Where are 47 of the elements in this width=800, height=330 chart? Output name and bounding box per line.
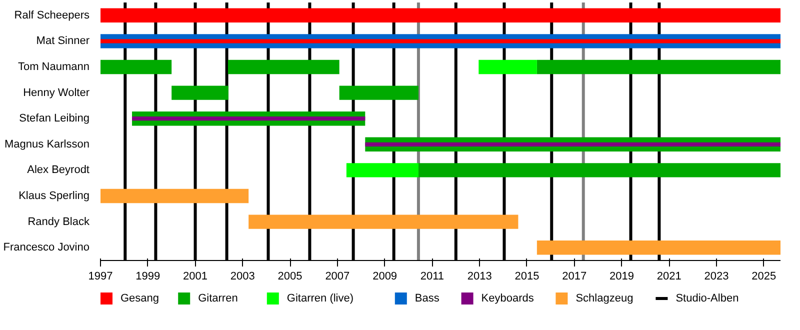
legend-label: Gitarren (live) [286,292,354,304]
legend-label: Gesang [120,292,160,304]
x-tick-label: 2009 [372,270,398,282]
legend-label: Gitarren [198,292,238,304]
bar [339,86,418,100]
bar [536,60,780,74]
y-tick-label: Klaus Sperling [18,190,90,202]
bar [478,60,537,74]
y-tick-label: Stefan Leibing [19,112,90,125]
x-tick-label: 2003 [230,270,255,282]
x-tick-label: 2017 [562,270,587,282]
bar [418,163,780,178]
x-tick-label: 2001 [183,270,208,282]
legend-label: Schlagzeug [576,292,634,304]
x-tick-label: 2015 [514,270,540,282]
y-tick-label: Alex Beyrodt [27,164,90,176]
bar [100,39,780,44]
x-tick-label: 2019 [610,270,634,282]
legend-label: Keyboards [481,292,534,304]
y-tick-label: Magnus Karlsson [4,138,90,150]
bar [536,240,780,255]
x-tick-label: 2011 [420,270,444,282]
x-tick-label: 2013 [467,270,492,282]
y-tick-label: Ralf Scheepers [14,9,90,22]
y-tick-label: Henny Wolter [23,86,90,99]
x-tick-label: 2025 [752,270,776,282]
bar [172,86,228,100]
y-tick-label: Francesco Jovino [3,242,90,254]
legend-label: Studio-Alben [676,292,739,304]
bar [100,188,249,204]
x-tick-label: 2007 [325,270,350,282]
x-tick-label: 2021 [656,270,682,282]
x-tick-label: 1997 [88,270,113,282]
bar [228,60,340,74]
x-tick-label: 2023 [704,270,729,282]
bar [100,60,172,74]
y-tick-label: Mat Sinner [36,35,90,48]
legend-label: Bass [414,292,440,304]
y-tick-label: Tom Naumann [18,61,90,73]
bar [100,8,780,22]
x-tick-label: 2005 [278,270,302,282]
bar [346,163,418,178]
y-tick-label: Randy Black [28,216,90,228]
bar [248,214,518,229]
bar [132,116,366,121]
x-tick-label: 1999 [136,270,160,282]
bar [365,142,780,146]
